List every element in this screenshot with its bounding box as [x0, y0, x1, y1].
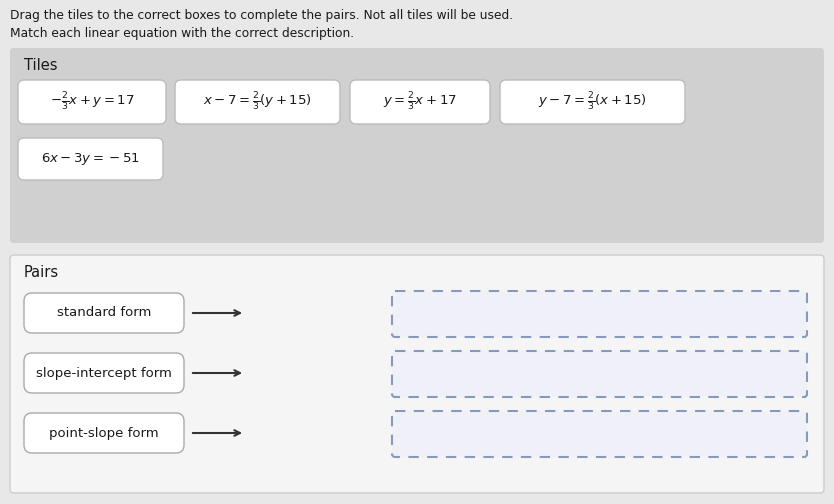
FancyBboxPatch shape [24, 353, 184, 393]
FancyBboxPatch shape [500, 80, 685, 124]
Text: $x - 7 = \frac{2}{3}(y + 15)$: $x - 7 = \frac{2}{3}(y + 15)$ [203, 91, 312, 113]
Text: $y - 7 = \frac{2}{3}(x + 15)$: $y - 7 = \frac{2}{3}(x + 15)$ [538, 91, 647, 113]
Text: Tiles: Tiles [24, 58, 58, 73]
Text: Match each linear equation with the correct description.: Match each linear equation with the corr… [10, 27, 354, 40]
Text: $6x - 3y = -51$: $6x - 3y = -51$ [41, 151, 140, 167]
FancyBboxPatch shape [24, 413, 184, 453]
FancyBboxPatch shape [350, 80, 490, 124]
FancyBboxPatch shape [24, 293, 184, 333]
FancyBboxPatch shape [18, 138, 163, 180]
FancyBboxPatch shape [175, 80, 340, 124]
Text: slope-intercept form: slope-intercept form [36, 366, 172, 380]
FancyBboxPatch shape [18, 80, 166, 124]
FancyBboxPatch shape [10, 48, 824, 243]
Text: standard form: standard form [57, 306, 151, 320]
Text: point-slope form: point-slope form [49, 426, 158, 439]
Text: $-\frac{2}{3}x + y = 17$: $-\frac{2}{3}x + y = 17$ [50, 91, 134, 113]
Text: $y = \frac{2}{3}x + 17$: $y = \frac{2}{3}x + 17$ [383, 91, 457, 113]
FancyBboxPatch shape [392, 291, 807, 337]
FancyBboxPatch shape [392, 351, 807, 397]
FancyBboxPatch shape [392, 411, 807, 457]
FancyBboxPatch shape [10, 255, 824, 493]
Text: Drag the tiles to the correct boxes to complete the pairs. Not all tiles will be: Drag the tiles to the correct boxes to c… [10, 9, 513, 22]
Text: Pairs: Pairs [24, 265, 59, 280]
